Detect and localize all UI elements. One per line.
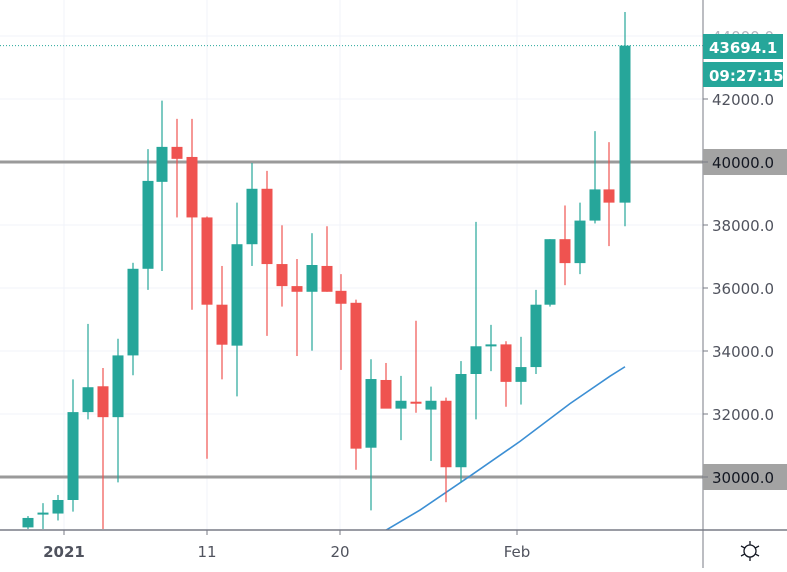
candle[interactable] — [171, 118, 183, 218]
price-axis[interactable]: 44000.042000.040000.038000.036000.034000… — [703, 28, 787, 490]
candle[interactable] — [231, 202, 243, 397]
candle[interactable] — [216, 265, 228, 380]
price-tick-label: 40000.0 — [712, 154, 774, 172]
candle[interactable] — [425, 386, 437, 461]
candle[interactable] — [350, 299, 362, 470]
candle[interactable] — [201, 216, 213, 459]
candle[interactable] — [67, 379, 79, 512]
time-tick-label: 2021 — [43, 543, 85, 561]
candle[interactable] — [455, 361, 467, 483]
candle[interactable] — [306, 233, 318, 351]
candle[interactable] — [574, 202, 586, 275]
candle[interactable] — [365, 359, 377, 511]
candle[interactable] — [500, 341, 512, 407]
candle[interactable] — [440, 397, 452, 503]
moving-average-line — [384, 366, 626, 530]
candle[interactable] — [82, 323, 94, 420]
candle[interactable] — [246, 162, 258, 266]
candle[interactable] — [410, 320, 422, 413]
candle[interactable] — [470, 221, 482, 420]
price-tick-label: 32000.0 — [712, 406, 774, 424]
price-tick-label: 38000.0 — [712, 217, 774, 235]
price-tick-label: 30000.0 — [712, 469, 774, 487]
candle[interactable] — [380, 362, 392, 409]
candle[interactable] — [603, 142, 615, 247]
candle[interactable] — [485, 324, 497, 372]
candle[interactable] — [52, 494, 64, 521]
candle[interactable] — [515, 336, 527, 405]
last-price-tag: 43694.1 — [703, 34, 783, 59]
price-tick-label: 34000.0 — [712, 343, 774, 361]
candle[interactable] — [291, 259, 303, 357]
candle[interactable] — [261, 170, 273, 336]
candle[interactable] — [276, 225, 288, 307]
price-tick-label: 36000.0 — [712, 280, 774, 298]
candle[interactable] — [37, 503, 49, 529]
countdown-label: 09:27:15 — [709, 67, 784, 85]
candle[interactable] — [97, 368, 109, 529]
candle[interactable] — [22, 516, 34, 529]
time-tick-label: 20 — [330, 543, 349, 561]
candles[interactable] — [22, 12, 631, 529]
candle[interactable] — [544, 239, 556, 307]
candle[interactable] — [589, 131, 601, 224]
countdown-tag: 09:27:15 — [703, 62, 784, 87]
candle[interactable] — [142, 149, 154, 290]
candle[interactable] — [112, 338, 124, 483]
candle[interactable] — [395, 375, 407, 441]
candle[interactable] — [530, 289, 542, 374]
horizontal-levels[interactable] — [0, 160, 703, 479]
time-axis[interactable]: 2021 11 20 Feb — [43, 530, 530, 561]
candle[interactable] — [321, 226, 333, 292]
candle[interactable] — [335, 274, 347, 370]
candle[interactable] — [186, 118, 198, 310]
candle[interactable] — [127, 262, 139, 376]
time-tick-label: 11 — [197, 543, 216, 561]
last-price-label: 43694.1 — [709, 39, 777, 57]
candle[interactable] — [559, 205, 571, 286]
gear-icon[interactable] — [740, 541, 760, 561]
price-tick-label: 42000.0 — [712, 91, 774, 109]
time-tick-label: Feb — [504, 543, 531, 561]
candle[interactable] — [619, 12, 631, 227]
candle[interactable] — [156, 100, 168, 271]
